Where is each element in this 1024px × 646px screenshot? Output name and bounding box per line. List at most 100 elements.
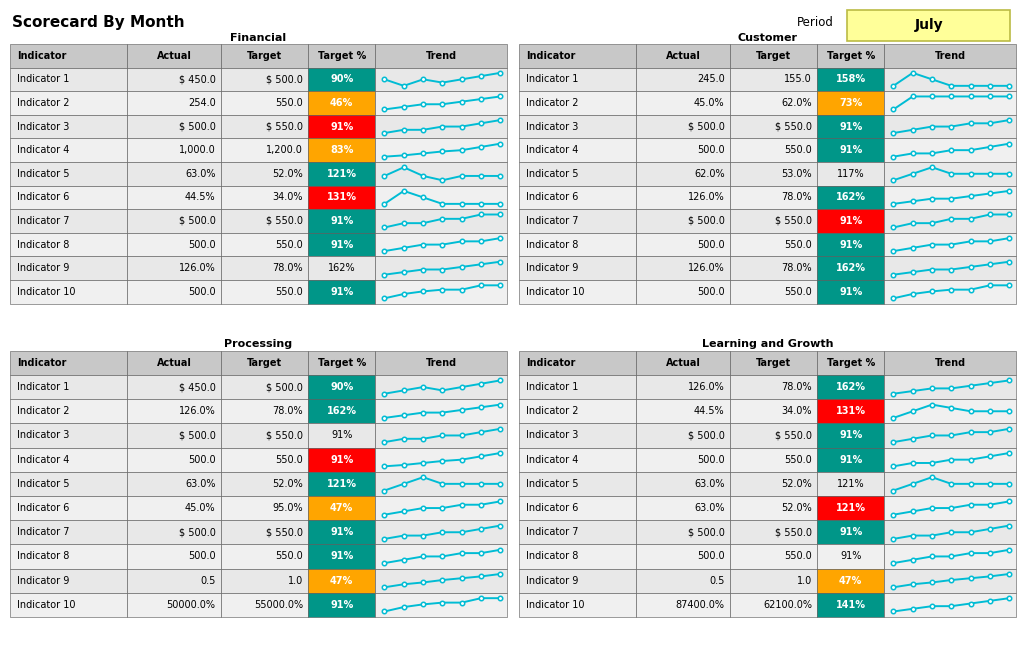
Text: 500.0: 500.0 <box>697 455 725 464</box>
Text: $ 550.0: $ 550.0 <box>266 430 303 441</box>
Text: 91%: 91% <box>839 145 862 155</box>
Text: Indicator 10: Indicator 10 <box>17 600 76 610</box>
Text: 91%: 91% <box>840 552 861 561</box>
Text: 45.0%: 45.0% <box>694 98 725 108</box>
Text: 87400.0%: 87400.0% <box>676 600 725 610</box>
Text: 162%: 162% <box>836 263 865 273</box>
Text: Indicator 8: Indicator 8 <box>17 552 70 561</box>
Text: Actual: Actual <box>157 358 191 368</box>
Text: 550.0: 550.0 <box>275 552 303 561</box>
Text: $ 550.0: $ 550.0 <box>266 121 303 132</box>
Text: 0.5: 0.5 <box>201 576 216 586</box>
Text: 63.0%: 63.0% <box>694 503 725 513</box>
Text: 63.0%: 63.0% <box>185 479 216 489</box>
Text: Indicator 5: Indicator 5 <box>17 169 70 179</box>
Text: Indicator 5: Indicator 5 <box>526 169 579 179</box>
Text: Indicator 1: Indicator 1 <box>526 382 579 392</box>
Text: 500.0: 500.0 <box>188 240 216 249</box>
Text: 131%: 131% <box>836 406 865 416</box>
Text: 91%: 91% <box>330 216 353 226</box>
Text: 550.0: 550.0 <box>275 98 303 108</box>
Text: 500.0: 500.0 <box>188 552 216 561</box>
Text: 78.0%: 78.0% <box>781 382 812 392</box>
Text: Indicator 5: Indicator 5 <box>17 479 70 489</box>
Text: Indicator 2: Indicator 2 <box>526 406 579 416</box>
Text: Indicator 6: Indicator 6 <box>17 193 70 202</box>
Text: 500.0: 500.0 <box>697 240 725 249</box>
Text: Indicator 3: Indicator 3 <box>526 430 579 441</box>
Text: 141%: 141% <box>836 600 865 610</box>
Text: 95.0%: 95.0% <box>272 503 303 513</box>
Text: 34.0%: 34.0% <box>272 193 303 202</box>
Text: 90%: 90% <box>330 74 353 85</box>
Text: 91%: 91% <box>330 287 353 297</box>
Text: 47%: 47% <box>839 576 862 586</box>
Text: 62.0%: 62.0% <box>694 169 725 179</box>
Text: 1.0: 1.0 <box>288 576 303 586</box>
Text: Indicator 1: Indicator 1 <box>526 74 579 85</box>
Text: 117%: 117% <box>837 169 864 179</box>
Text: 55000.0%: 55000.0% <box>254 600 303 610</box>
Text: $ 550.0: $ 550.0 <box>775 216 812 226</box>
Text: 53.0%: 53.0% <box>781 169 812 179</box>
Text: Target %: Target % <box>826 51 874 61</box>
Text: $ 500.0: $ 500.0 <box>688 216 725 226</box>
Text: Indicator 2: Indicator 2 <box>526 98 579 108</box>
Text: Indicator 6: Indicator 6 <box>526 503 579 513</box>
Text: 550.0: 550.0 <box>275 455 303 464</box>
Text: Target: Target <box>247 51 283 61</box>
Text: $ 500.0: $ 500.0 <box>179 527 216 537</box>
Text: $ 550.0: $ 550.0 <box>775 527 812 537</box>
Text: $ 500.0: $ 500.0 <box>688 527 725 537</box>
Text: 62100.0%: 62100.0% <box>763 600 812 610</box>
Text: 63.0%: 63.0% <box>185 169 216 179</box>
Text: 63.0%: 63.0% <box>694 479 725 489</box>
Text: $ 500.0: $ 500.0 <box>688 121 725 132</box>
Text: Indicator 8: Indicator 8 <box>526 552 579 561</box>
Text: 254.0: 254.0 <box>187 98 216 108</box>
Text: 44.5%: 44.5% <box>694 406 725 416</box>
Text: Target: Target <box>756 358 792 368</box>
Text: $ 450.0: $ 450.0 <box>179 74 216 85</box>
Text: 44.5%: 44.5% <box>185 193 216 202</box>
Text: Indicator 3: Indicator 3 <box>526 121 579 132</box>
Text: $ 550.0: $ 550.0 <box>266 527 303 537</box>
Text: 0.5: 0.5 <box>710 576 725 586</box>
FancyBboxPatch shape <box>848 10 1010 41</box>
Text: Indicator 10: Indicator 10 <box>17 287 76 297</box>
Text: 45.0%: 45.0% <box>185 503 216 513</box>
Text: Indicator 10: Indicator 10 <box>526 600 585 610</box>
Text: 91%: 91% <box>330 527 353 537</box>
Text: Indicator 2: Indicator 2 <box>17 406 70 416</box>
Text: 121%: 121% <box>836 503 865 513</box>
Text: Trend: Trend <box>935 51 966 61</box>
Text: 52.0%: 52.0% <box>781 479 812 489</box>
Text: 91%: 91% <box>330 600 353 610</box>
Text: 126.0%: 126.0% <box>688 382 725 392</box>
Text: 131%: 131% <box>327 193 356 202</box>
Text: 91%: 91% <box>330 552 353 561</box>
Text: 50000.0%: 50000.0% <box>167 600 216 610</box>
Text: Target %: Target % <box>317 51 366 61</box>
Text: Indicator 6: Indicator 6 <box>526 193 579 202</box>
Text: Indicator 3: Indicator 3 <box>17 121 70 132</box>
Text: 500.0: 500.0 <box>188 455 216 464</box>
Text: 52.0%: 52.0% <box>272 479 303 489</box>
Text: 162%: 162% <box>836 382 865 392</box>
Text: 34.0%: 34.0% <box>781 406 812 416</box>
Text: 91%: 91% <box>839 240 862 249</box>
Text: Indicator 9: Indicator 9 <box>526 576 579 586</box>
Text: 550.0: 550.0 <box>784 287 812 297</box>
Text: Indicator 8: Indicator 8 <box>17 240 70 249</box>
Text: Indicator 4: Indicator 4 <box>526 145 579 155</box>
Text: Indicator 7: Indicator 7 <box>17 527 70 537</box>
Text: Indicator: Indicator <box>526 358 575 368</box>
Text: Indicator: Indicator <box>526 51 575 61</box>
Text: 91%: 91% <box>330 121 353 132</box>
Text: 158%: 158% <box>836 74 865 85</box>
Text: 91%: 91% <box>839 455 862 464</box>
Text: Indicator 6: Indicator 6 <box>17 503 70 513</box>
Text: 1,200.0: 1,200.0 <box>266 145 303 155</box>
Text: 126.0%: 126.0% <box>688 263 725 273</box>
Text: 550.0: 550.0 <box>784 455 812 464</box>
